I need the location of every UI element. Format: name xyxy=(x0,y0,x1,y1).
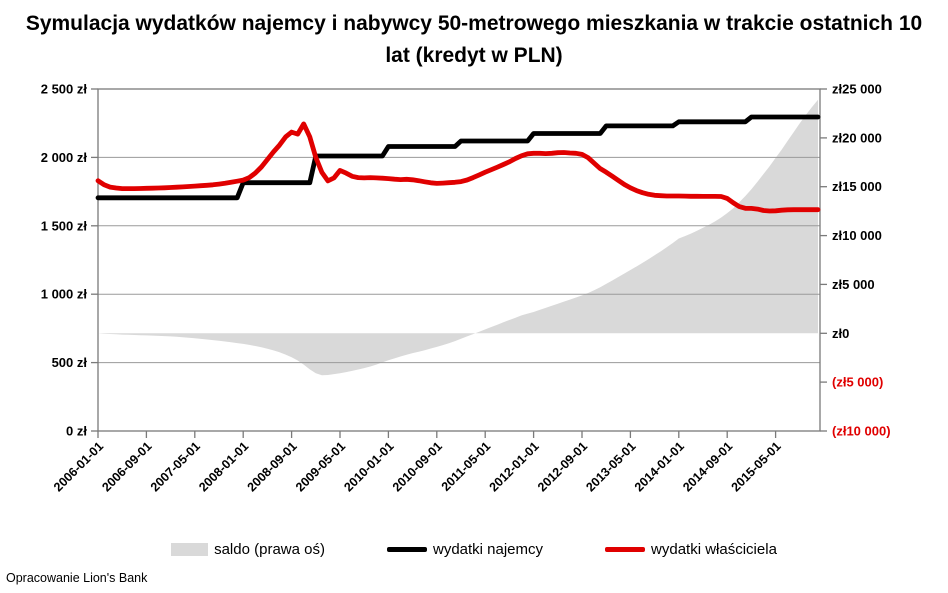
right-axis-label: zł10 000 xyxy=(832,228,882,243)
x-axis-label: 2006-01-01 xyxy=(51,439,106,494)
wlasciciela-line xyxy=(95,121,821,214)
left-axis-label: 2 000 zł xyxy=(41,150,88,165)
left-axis-label: 0 zł xyxy=(66,424,87,439)
x-axis-label: 2009-05-01 xyxy=(293,439,348,494)
right-axis-label: zł0 xyxy=(832,326,849,341)
left-axis-label: 1 500 zł xyxy=(41,218,88,233)
x-axis-label: 2013-05-01 xyxy=(583,439,638,494)
legend-label-wlasciciela: wydatki właściciela xyxy=(651,541,777,558)
legend-item-saldo: saldo (prawa oś) xyxy=(171,541,325,558)
source-note: Opracowanie Lion's Bank xyxy=(6,571,148,585)
x-axis-label: 2010-09-01 xyxy=(390,439,445,494)
right-axis-label: zł5 000 xyxy=(832,277,875,292)
x-axis-label: 2012-01-01 xyxy=(487,439,542,494)
right-axis-label: zł15 000 xyxy=(832,179,882,194)
wlasciciela-line-swatch-icon xyxy=(605,547,646,552)
right-axis-label: (zł5 000) xyxy=(832,375,883,390)
left-axis-label: 1 000 zł xyxy=(41,287,88,302)
legend-label-saldo: saldo (prawa oś) xyxy=(214,541,325,558)
x-axis-label: 2012-09-01 xyxy=(535,439,590,494)
x-axis-label: 2006-09-01 xyxy=(99,439,154,494)
plot-border xyxy=(97,88,821,432)
x-axis-label: 2010-01-01 xyxy=(341,439,396,494)
left-axis-label: 500 zł xyxy=(52,355,88,370)
x-axis-label: 2011-05-01 xyxy=(439,439,494,494)
saldo-area xyxy=(98,99,818,376)
legend-item-najemcy: wydatki najemcy xyxy=(386,541,544,558)
left-axis-label: 2 500 zł xyxy=(41,82,88,97)
right-axis-label: (zł10 000) xyxy=(832,424,891,439)
x-axis-label: 2008-01-01 xyxy=(196,439,251,494)
x-axis-label: 2008-09-01 xyxy=(245,439,300,494)
legend-label-najemcy: wydatki najemcy xyxy=(432,541,544,558)
right-axis-label: zł20 000 xyxy=(832,130,882,145)
chart-title: Symulacja wydatków najemcy i nabywcy 50-… xyxy=(25,12,923,67)
right-axis-label: zł25 000 xyxy=(832,82,882,97)
x-axis-label: 2015-05-01 xyxy=(729,439,784,494)
saldo-area-swatch-icon xyxy=(171,543,209,556)
najemcy-line xyxy=(95,114,821,201)
najemcy-line-swatch-icon xyxy=(386,547,427,552)
x-axis-label: 2014-01-01 xyxy=(632,439,687,494)
chart-legend: saldo (prawa oś) wydatki najemcy wydatki… xyxy=(0,541,948,558)
x-axis-label: 2007-05-01 xyxy=(148,439,203,494)
legend-item-wlasciciela: wydatki właściciela xyxy=(605,541,777,558)
x-axis-label: 2014-09-01 xyxy=(680,439,735,494)
